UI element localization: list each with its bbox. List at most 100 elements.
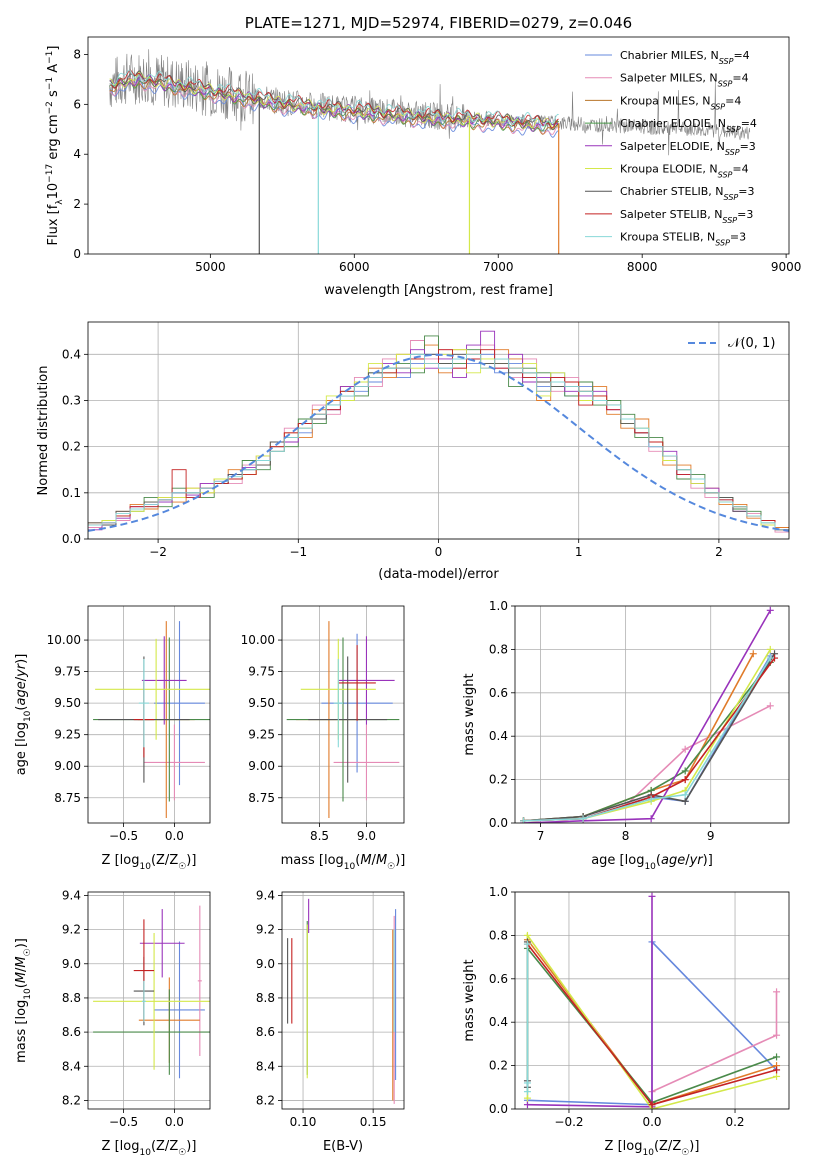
series-line-5 [523, 609, 771, 823]
y-tick-label: 0.1 [62, 486, 81, 500]
series-marker [681, 776, 689, 784]
x-axis-label-part: Z [156, 853, 165, 868]
legend-entry: Salpeter ELODIE, NSSP=3 [620, 140, 756, 157]
x-axis-label-part: )] [689, 1139, 699, 1154]
x-axis-label-part: Z [log [102, 1139, 140, 1154]
y-axis-label-part: −17 [45, 164, 55, 183]
y-axis-label-part: 10 [46, 183, 61, 200]
y-axis-label: Flux [fλ10−17 erg cm−2 s−1 A−1] [45, 46, 65, 246]
y-tick-label: 2 [73, 197, 81, 211]
panel-1: 5000 6000 7000 8000 9000 0 2 4 6 8 PLATE=1271, MJD… [45, 14, 801, 298]
x-tick-label: 8.5 [310, 829, 329, 843]
y-axis-label: mass weight [462, 673, 477, 755]
series-marker [681, 797, 689, 805]
series-marker [681, 791, 689, 799]
x-axis-label-part: 10 [642, 1148, 654, 1158]
x-axis-label-part: 10 [139, 862, 151, 872]
y-axis-label-part: age [log [14, 722, 29, 775]
x-axis-label-part: mass [log [281, 853, 344, 868]
legend-name: Kroupa ELODIE, N [620, 163, 718, 176]
series-marker [523, 940, 531, 948]
legend-entry: Salpeter STELIB, NSSP=3 [620, 208, 753, 225]
x-tick-label: 2 [715, 545, 723, 559]
legend-sub: SSP [724, 193, 739, 202]
y-tick-label: 9.50 [248, 696, 275, 710]
y-tick-label: 8.2 [256, 1093, 275, 1107]
y-tick-label: 8.6 [62, 1025, 81, 1039]
legend-name: Salpeter STELIB, N [620, 208, 722, 221]
x-tick-label: 0.0 [642, 1115, 661, 1129]
series-marker [773, 1066, 781, 1074]
axes-frame [514, 891, 790, 1110]
x-axis-label-part: M [376, 853, 387, 868]
y-axis-label-part: M [14, 972, 29, 983]
legend-name: Chabrier MILES, N [620, 49, 719, 62]
model-spectrum-8 [109, 69, 559, 129]
y-axis-label-part: ( [14, 983, 29, 988]
x-axis-label-part: yr [689, 853, 705, 868]
y-tick-label: 0.6 [489, 686, 508, 700]
legend-sub: SSP [718, 79, 733, 88]
series-marker [773, 1053, 781, 1061]
x-tick-label: 1 [575, 545, 583, 559]
legend-sub: SSP [719, 57, 734, 66]
axes-frame [87, 36, 790, 255]
errorbar-point-7 [308, 656, 388, 783]
series-marker [766, 645, 774, 653]
legend-sub: SSP [710, 102, 725, 111]
legend-entry: Chabrier STELIB, NSSP=3 [620, 185, 754, 202]
series-marker [523, 1094, 531, 1102]
x-axis-label-part: Z [log [102, 853, 140, 868]
x-axis-label-part: age [log [591, 853, 644, 868]
histogram-series-9 [88, 353, 789, 539]
model-spectrum-2 [109, 77, 559, 135]
y-tick-label: 9.0 [256, 957, 275, 971]
y-axis-label-part: )] [14, 938, 29, 948]
y-tick-label: 1.0 [489, 599, 508, 613]
x-axis-label-part: M [360, 853, 371, 868]
x-tick-label: −2 [149, 545, 167, 559]
series-marker [749, 650, 757, 658]
legend-entry: Kroupa ELODIE, NSSP=4 [620, 163, 749, 180]
axes-frame [87, 891, 211, 1110]
x-tick-label: 8 [622, 829, 630, 843]
panel-2: −2 −1 0 1 2 0.0 0.1 0.2 0.3 0.4 𝒩(0, 1) (data-model… [36, 321, 790, 582]
y-tick-label: 0.4 [489, 1015, 508, 1029]
plot-area [109, 49, 751, 254]
errorbar-point-5 [141, 636, 187, 725]
legend-sub: SSP [715, 238, 730, 247]
series-marker [648, 892, 656, 900]
legend-entry: Chabrier ELODIE, NSSP=4 [620, 117, 757, 134]
x-axis-label: (data-model)/error [378, 567, 499, 582]
x-tick-label: 0.0 [165, 829, 184, 843]
x-axis-label: E(B-V) [323, 1139, 363, 1154]
plot-area [93, 621, 210, 818]
series-marker [648, 1101, 656, 1109]
y-tick-label: 8.2 [62, 1093, 81, 1107]
errorbar-point-6 [95, 638, 210, 740]
x-axis-label-part: )] [186, 1139, 196, 1154]
legend-entry: Salpeter MILES, NSSP=4 [620, 72, 749, 89]
series-marker [647, 795, 655, 803]
x-axis-label-part: ☉ [178, 862, 186, 872]
legend-sub: SSP [718, 170, 733, 179]
plot-area [520, 606, 779, 823]
y-tick-label: 8.8 [62, 991, 81, 1005]
x-tick-label: 6000 [339, 260, 370, 274]
model-spectrum-5 [109, 74, 560, 132]
x-tick-label: 5000 [195, 260, 226, 274]
x-axis-label: mass [log10(M/M☉)] [281, 853, 406, 872]
y-axis-label-part: Flux [f [46, 204, 61, 245]
legend-name: Chabrier STELIB, N [620, 185, 724, 198]
series-marker [520, 817, 528, 823]
y-axis-label: mass [log10(M/M☉)] [14, 938, 33, 1063]
x-axis-label: age [log10(age/yr)] [591, 853, 713, 872]
x-tick-label: 0.0 [165, 1115, 184, 1129]
y-axis-label-part: / [14, 676, 29, 681]
x-tick-label: −0.5 [109, 1115, 138, 1129]
panel-7: 0.10 0.15 8.2 8.4 8.6 8.8 9.0 9.2 9.4 [256, 888, 405, 1129]
y-axis-label-part: 10 [23, 710, 33, 722]
y-axis-label-part: ( [14, 706, 29, 711]
y-tick-label: 8.4 [256, 1059, 275, 1073]
legend-tail: =4 [732, 163, 748, 176]
